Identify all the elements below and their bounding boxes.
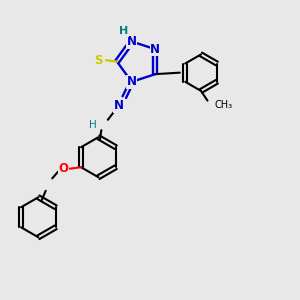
Text: N: N — [127, 35, 137, 48]
Text: H: H — [119, 26, 128, 36]
Text: O: O — [58, 162, 68, 175]
Text: N: N — [127, 75, 137, 88]
Text: S: S — [94, 54, 103, 67]
Text: N: N — [150, 43, 161, 56]
Text: H: H — [89, 120, 97, 130]
Text: N: N — [113, 100, 123, 112]
Text: CH₃: CH₃ — [215, 100, 233, 110]
